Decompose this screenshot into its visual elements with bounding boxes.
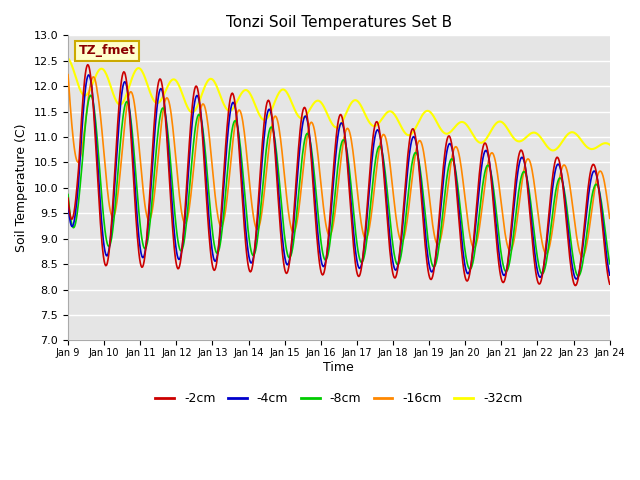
Legend: -2cm, -4cm, -8cm, -16cm, -32cm: -2cm, -4cm, -8cm, -16cm, -32cm xyxy=(150,387,527,410)
X-axis label: Time: Time xyxy=(323,361,354,374)
Y-axis label: Soil Temperature (C): Soil Temperature (C) xyxy=(15,124,28,252)
Title: Tonzi Soil Temperatures Set B: Tonzi Soil Temperatures Set B xyxy=(226,15,452,30)
Text: TZ_fmet: TZ_fmet xyxy=(79,45,136,58)
